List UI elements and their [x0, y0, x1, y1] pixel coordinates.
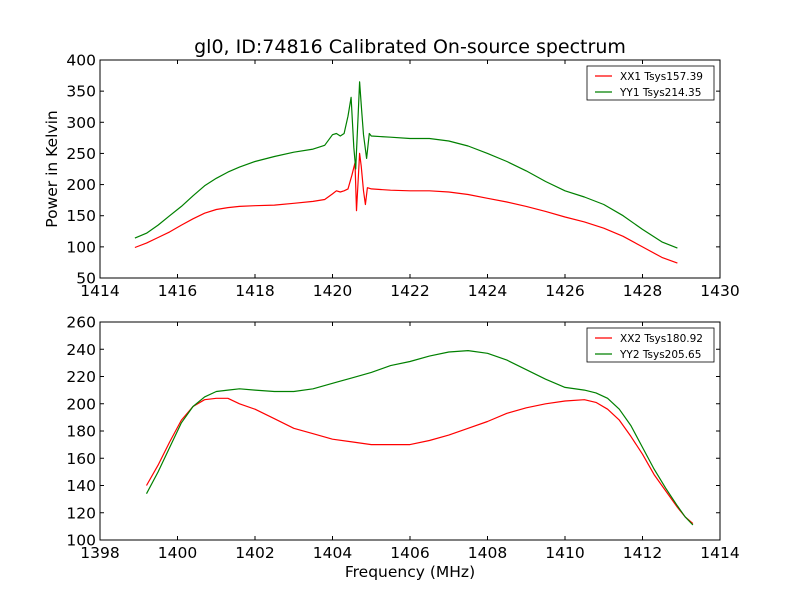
bottom-x-tick-label: 1412 — [623, 544, 662, 562]
top-series-line-2 — [134, 81, 678, 249]
bottom-y-tick-label: 160 — [66, 450, 96, 468]
top-y-tick-label: 200 — [66, 176, 96, 194]
top-series-line-1 — [134, 152, 678, 264]
top-x-tick-label: 1428 — [623, 282, 662, 300]
y-axis-label-top: Power in Kelvin — [43, 110, 61, 227]
top-x-tick-label: 1416 — [158, 282, 197, 300]
bottom-y-tick-label: 260 — [66, 314, 96, 332]
bottom-plot: 1398 1400 1402 1404 1406 1408 1410 1412 1414 100 1… — [66, 314, 739, 563]
top-x-tick-label: 1422 — [390, 282, 429, 300]
bottom-y-tick-label: 120 — [66, 504, 96, 522]
top-y-tick-label: 50 — [76, 270, 96, 288]
top-x-tick-label: 1424 — [468, 282, 507, 300]
top-y-tick-label: 100 — [66, 238, 96, 256]
bottom-x-tick-label: 1398 — [80, 544, 119, 562]
top-legend-label-2: YY1 Tsys214.35 — [619, 87, 701, 99]
bottom-x-tick-label: 1408 — [468, 544, 507, 562]
top-x-tick-label: 1414 — [80, 282, 119, 300]
bottom-legend-label-1: XX2 Tsys180.92 — [620, 333, 703, 345]
top-x-tick-label: 1426 — [545, 282, 584, 300]
top-y-tick-label: 400 — [66, 52, 96, 70]
top-x-tick-label: 1430 — [700, 282, 739, 300]
bottom-y-tick-label: 100 — [66, 532, 96, 550]
bottom-series-line-2 — [145, 350, 694, 526]
top-legend-label-1: XX1 Tsys157.39 — [620, 71, 703, 83]
top-x-tick-label: 1418 — [235, 282, 274, 300]
bottom-legend-label-2: YY2 Tsys205.65 — [619, 349, 701, 361]
top-y-tick-label: 250 — [66, 145, 96, 163]
top-y-tick-label: 350 — [66, 83, 96, 101]
bottom-y-tick-label: 140 — [66, 477, 96, 495]
top-legend-box — [586, 65, 715, 101]
chart-title: gl0, ID:74816 Calibrated On-source spect… — [194, 36, 626, 58]
bottom-x-tick-label: 1410 — [545, 544, 584, 562]
top-y-tick-label: 150 — [66, 207, 96, 225]
bottom-y-tick-label: 220 — [66, 368, 96, 386]
bottom-series-line-1 — [145, 397, 694, 525]
bottom-y-tick-label: 200 — [66, 395, 96, 413]
bottom-x-tick-label: 1406 — [390, 544, 429, 562]
bottom-y-tick-label: 240 — [66, 341, 96, 359]
bottom-legend-box — [586, 327, 715, 363]
top-y-tick-label: 300 — [66, 114, 96, 132]
bottom-x-tick-label: 1400 — [158, 544, 197, 562]
bottom-x-tick-label: 1414 — [700, 544, 739, 562]
top-x-tick-label: 1420 — [313, 282, 352, 300]
x-axis-label: Frequency (MHz) — [345, 563, 475, 581]
top-plot: 1414 1416 1418 1420 1422 1424 1426 1428 1430 50 10… — [66, 52, 739, 301]
bottom-x-tick-label: 1404 — [313, 544, 352, 562]
bottom-x-tick-label: 1402 — [235, 544, 274, 562]
bottom-y-tick-label: 180 — [66, 423, 96, 441]
